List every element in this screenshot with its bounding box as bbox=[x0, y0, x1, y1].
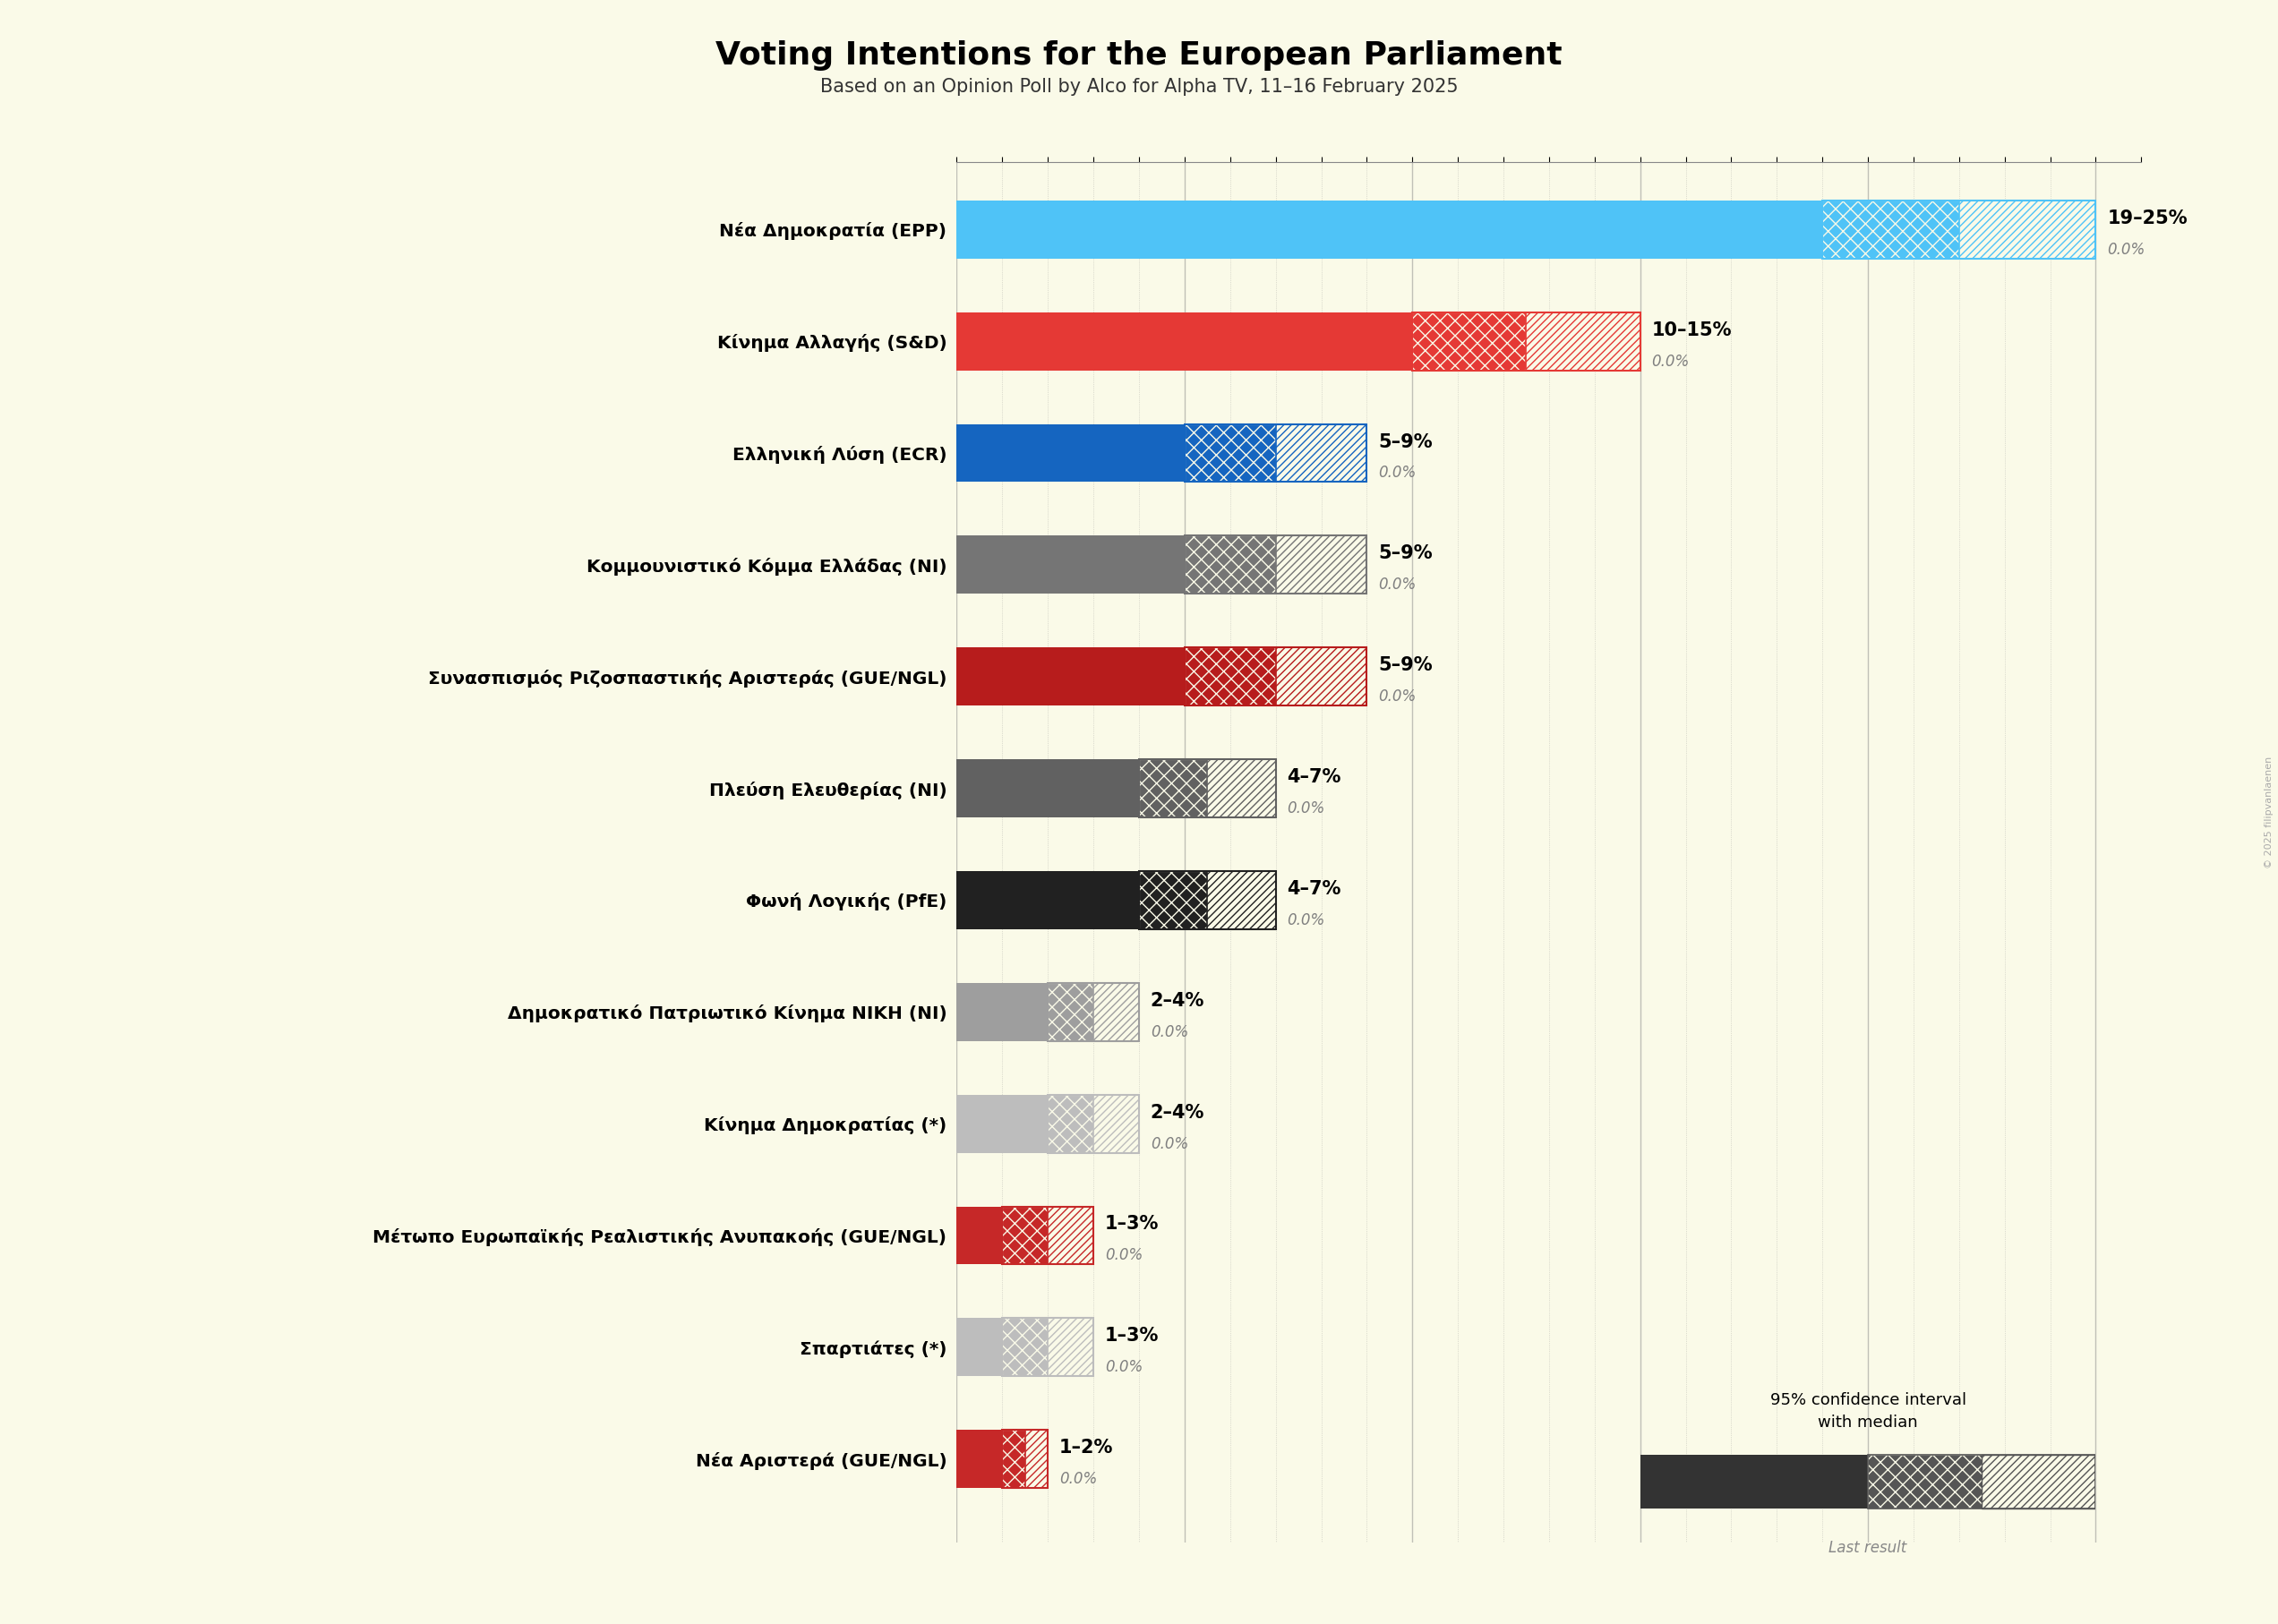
Text: 5–9%: 5–9% bbox=[1378, 434, 1433, 451]
Text: 95% confidence interval: 95% confidence interval bbox=[1770, 1392, 1966, 1408]
Bar bbox=[1048, 983, 1093, 1041]
Bar bbox=[957, 200, 1822, 258]
Bar bbox=[1640, 1455, 1868, 1509]
Text: with median: with median bbox=[1818, 1415, 1918, 1431]
Text: 4–7%: 4–7% bbox=[1287, 880, 1342, 898]
Bar bbox=[957, 983, 1048, 1041]
Bar bbox=[1048, 1207, 1093, 1265]
Bar bbox=[1139, 760, 1207, 817]
Bar bbox=[1002, 1429, 1025, 1488]
Bar bbox=[957, 1429, 1002, 1488]
Text: 5–9%: 5–9% bbox=[1378, 544, 1433, 562]
Text: 0.0%: 0.0% bbox=[1378, 464, 1417, 481]
Text: 0.0%: 0.0% bbox=[1652, 354, 1690, 369]
Bar bbox=[1093, 1095, 1139, 1153]
Bar bbox=[1207, 760, 1276, 817]
Bar bbox=[1048, 983, 1139, 1041]
Text: © 2025 filipvanlaenen: © 2025 filipvanlaenen bbox=[2264, 755, 2273, 869]
Bar bbox=[1982, 1455, 2096, 1509]
Text: 10–15%: 10–15% bbox=[1652, 322, 1731, 339]
Bar bbox=[1002, 1319, 1093, 1376]
Bar bbox=[1822, 200, 1959, 258]
Bar bbox=[1185, 648, 1276, 705]
Text: 0.0%: 0.0% bbox=[1059, 1471, 1098, 1488]
Bar bbox=[1185, 424, 1276, 482]
Bar bbox=[1185, 536, 1367, 594]
Text: 1–3%: 1–3% bbox=[1105, 1215, 1160, 1233]
Text: 0.0%: 0.0% bbox=[1150, 1135, 1189, 1151]
Bar bbox=[957, 1095, 1048, 1153]
Bar bbox=[957, 648, 1185, 705]
Bar bbox=[957, 536, 1185, 594]
Bar bbox=[1025, 1429, 1048, 1488]
Bar bbox=[1526, 312, 1640, 370]
Bar bbox=[1048, 1095, 1093, 1153]
Bar bbox=[1048, 1095, 1139, 1153]
Text: 0.0%: 0.0% bbox=[1105, 1247, 1144, 1263]
Text: 0.0%: 0.0% bbox=[1150, 1025, 1189, 1039]
Bar bbox=[1002, 1319, 1048, 1376]
Bar bbox=[957, 760, 1139, 817]
Text: 0.0%: 0.0% bbox=[2107, 242, 2146, 258]
Text: 5–9%: 5–9% bbox=[1378, 656, 1433, 674]
Bar bbox=[1276, 648, 1367, 705]
Bar bbox=[1412, 312, 1526, 370]
Text: Last result: Last result bbox=[1829, 1540, 1907, 1556]
Bar bbox=[957, 312, 1412, 370]
Text: 0.0%: 0.0% bbox=[1378, 577, 1417, 593]
Bar bbox=[1412, 312, 1640, 370]
Bar bbox=[1002, 1207, 1048, 1265]
Bar bbox=[1868, 1455, 1982, 1509]
Text: 1–2%: 1–2% bbox=[1059, 1439, 1114, 1457]
Text: 2–4%: 2–4% bbox=[1150, 1104, 1205, 1122]
Bar bbox=[1185, 648, 1367, 705]
Text: 19–25%: 19–25% bbox=[2107, 209, 2187, 227]
Bar bbox=[957, 1319, 1002, 1376]
Bar bbox=[1822, 200, 2096, 258]
Bar bbox=[1002, 1429, 1048, 1488]
Text: 0.0%: 0.0% bbox=[1378, 689, 1417, 705]
Text: 2–4%: 2–4% bbox=[1150, 992, 1205, 1010]
Bar bbox=[1093, 983, 1139, 1041]
Bar bbox=[1276, 424, 1367, 482]
Bar bbox=[957, 870, 1139, 929]
Text: 0.0%: 0.0% bbox=[1287, 913, 1326, 929]
Bar bbox=[1048, 1319, 1093, 1376]
Bar bbox=[1185, 424, 1367, 482]
Text: 1–3%: 1–3% bbox=[1105, 1327, 1160, 1345]
Bar bbox=[1139, 870, 1207, 929]
Bar bbox=[957, 424, 1185, 482]
Bar bbox=[1002, 1207, 1093, 1265]
Bar bbox=[957, 1207, 1002, 1265]
Text: 4–7%: 4–7% bbox=[1287, 768, 1342, 786]
Bar bbox=[1207, 870, 1276, 929]
Text: 0.0%: 0.0% bbox=[1287, 801, 1326, 817]
Bar bbox=[1139, 870, 1276, 929]
Bar bbox=[1185, 536, 1276, 594]
Bar bbox=[1959, 200, 2096, 258]
Bar bbox=[1868, 1455, 2096, 1509]
Text: Based on an Opinion Poll by Alco for Alpha TV, 11–16 February 2025: Based on an Opinion Poll by Alco for Alp… bbox=[820, 78, 1458, 96]
Bar bbox=[1276, 536, 1367, 594]
Text: 0.0%: 0.0% bbox=[1105, 1359, 1144, 1376]
Text: Voting Intentions for the European Parliament: Voting Intentions for the European Parli… bbox=[715, 41, 1563, 71]
Bar bbox=[1139, 760, 1276, 817]
